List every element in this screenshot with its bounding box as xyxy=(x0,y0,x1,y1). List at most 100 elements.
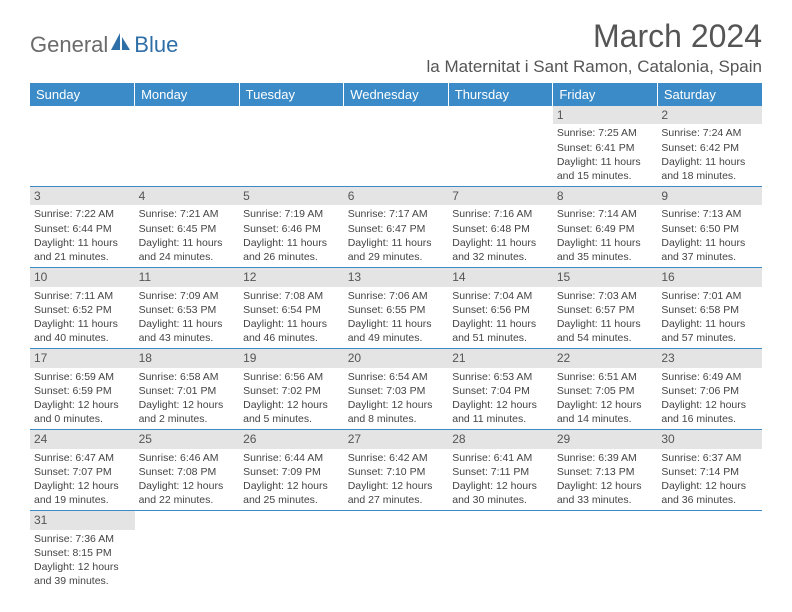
day-number: 30 xyxy=(657,430,762,448)
calendar-day-cell: 8Sunrise: 7:14 AMSunset: 6:49 PMDaylight… xyxy=(553,187,658,268)
calendar-day-cell xyxy=(135,511,240,592)
sunset-text: Sunset: 7:03 PM xyxy=(348,384,445,398)
calendar-day-cell xyxy=(344,106,449,187)
daylight-text: Daylight: 12 hours and 2 minutes. xyxy=(139,398,236,426)
day-details: Sunrise: 7:03 AMSunset: 6:57 PMDaylight:… xyxy=(553,287,658,349)
sunrise-text: Sunrise: 6:51 AM xyxy=(557,370,654,384)
sunrise-text: Sunrise: 6:59 AM xyxy=(34,370,131,384)
day-details: Sunrise: 6:53 AMSunset: 7:04 PMDaylight:… xyxy=(448,368,553,430)
sunrise-text: Sunrise: 7:19 AM xyxy=(243,207,340,221)
calendar-day-cell: 6Sunrise: 7:17 AMSunset: 6:47 PMDaylight… xyxy=(344,187,449,268)
logo-text-2: l xyxy=(103,32,108,58)
day-details: Sunrise: 6:59 AMSunset: 6:59 PMDaylight:… xyxy=(30,368,135,430)
daylight-text: Daylight: 12 hours and 0 minutes. xyxy=(34,398,131,426)
day-details: Sunrise: 7:16 AMSunset: 6:48 PMDaylight:… xyxy=(448,205,553,267)
day-number: 12 xyxy=(239,268,344,286)
sunrise-text: Sunrise: 7:13 AM xyxy=(661,207,758,221)
sunset-text: Sunset: 6:58 PM xyxy=(661,303,758,317)
day-details: Sunrise: 6:56 AMSunset: 7:02 PMDaylight:… xyxy=(239,368,344,430)
daylight-text: Daylight: 12 hours and 33 minutes. xyxy=(557,479,654,507)
calendar-day-cell: 2Sunrise: 7:24 AMSunset: 6:42 PMDaylight… xyxy=(657,106,762,187)
logo-text-1: Genera xyxy=(30,32,103,58)
day-details: Sunrise: 7:25 AMSunset: 6:41 PMDaylight:… xyxy=(553,124,658,186)
calendar-day-cell xyxy=(135,106,240,187)
day-number: 23 xyxy=(657,349,762,367)
weekday-header: Friday xyxy=(553,83,658,106)
sunset-text: Sunset: 6:55 PM xyxy=(348,303,445,317)
calendar-day-cell: 14Sunrise: 7:04 AMSunset: 6:56 PMDayligh… xyxy=(448,268,553,349)
sunrise-text: Sunrise: 7:17 AM xyxy=(348,207,445,221)
sunrise-text: Sunrise: 7:22 AM xyxy=(34,207,131,221)
weekday-header: Wednesday xyxy=(344,83,449,106)
sunset-text: Sunset: 7:14 PM xyxy=(661,465,758,479)
day-number: 5 xyxy=(239,187,344,205)
calendar-day-cell: 22Sunrise: 6:51 AMSunset: 7:05 PMDayligh… xyxy=(553,349,658,430)
logo-text-3: Blue xyxy=(134,32,178,58)
sunset-text: Sunset: 6:50 PM xyxy=(661,222,758,236)
day-number: 20 xyxy=(344,349,449,367)
weekday-header: Thursday xyxy=(448,83,553,106)
daylight-text: Daylight: 12 hours and 16 minutes. xyxy=(661,398,758,426)
daylight-text: Daylight: 11 hours and 49 minutes. xyxy=(348,317,445,345)
calendar-day-cell: 28Sunrise: 6:41 AMSunset: 7:11 PMDayligh… xyxy=(448,430,553,511)
logo: General Blue xyxy=(30,18,178,58)
day-details: Sunrise: 7:22 AMSunset: 6:44 PMDaylight:… xyxy=(30,205,135,267)
day-number: 24 xyxy=(30,430,135,448)
daylight-text: Daylight: 12 hours and 36 minutes. xyxy=(661,479,758,507)
weekday-header: Monday xyxy=(135,83,240,106)
calendar-table: SundayMondayTuesdayWednesdayThursdayFrid… xyxy=(30,83,762,591)
day-details: Sunrise: 7:24 AMSunset: 6:42 PMDaylight:… xyxy=(657,124,762,186)
sunset-text: Sunset: 6:46 PM xyxy=(243,222,340,236)
sunset-text: Sunset: 8:15 PM xyxy=(34,546,131,560)
calendar-day-cell xyxy=(239,511,344,592)
day-number: 4 xyxy=(135,187,240,205)
sunset-text: Sunset: 6:45 PM xyxy=(139,222,236,236)
day-details: Sunrise: 7:13 AMSunset: 6:50 PMDaylight:… xyxy=(657,205,762,267)
daylight-text: Daylight: 11 hours and 51 minutes. xyxy=(452,317,549,345)
day-details: Sunrise: 7:08 AMSunset: 6:54 PMDaylight:… xyxy=(239,287,344,349)
day-details: Sunrise: 6:54 AMSunset: 7:03 PMDaylight:… xyxy=(344,368,449,430)
day-number: 10 xyxy=(30,268,135,286)
sunrise-text: Sunrise: 7:16 AM xyxy=(452,207,549,221)
sunset-text: Sunset: 7:05 PM xyxy=(557,384,654,398)
daylight-text: Daylight: 11 hours and 40 minutes. xyxy=(34,317,131,345)
sunset-text: Sunset: 6:47 PM xyxy=(348,222,445,236)
day-details: Sunrise: 6:46 AMSunset: 7:08 PMDaylight:… xyxy=(135,449,240,511)
sunset-text: Sunset: 6:42 PM xyxy=(661,141,758,155)
day-details: Sunrise: 7:11 AMSunset: 6:52 PMDaylight:… xyxy=(30,287,135,349)
day-number: 2 xyxy=(657,106,762,124)
daylight-text: Daylight: 11 hours and 21 minutes. xyxy=(34,236,131,264)
day-number: 13 xyxy=(344,268,449,286)
day-details: Sunrise: 6:39 AMSunset: 7:13 PMDaylight:… xyxy=(553,449,658,511)
daylight-text: Daylight: 11 hours and 57 minutes. xyxy=(661,317,758,345)
day-number: 1 xyxy=(553,106,658,124)
location: la Maternitat i Sant Ramon, Catalonia, S… xyxy=(427,57,762,77)
calendar-day-cell: 3Sunrise: 7:22 AMSunset: 6:44 PMDaylight… xyxy=(30,187,135,268)
sunset-text: Sunset: 6:56 PM xyxy=(452,303,549,317)
calendar-day-cell xyxy=(553,511,658,592)
day-details: Sunrise: 7:09 AMSunset: 6:53 PMDaylight:… xyxy=(135,287,240,349)
day-number: 17 xyxy=(30,349,135,367)
sunset-text: Sunset: 6:44 PM xyxy=(34,222,131,236)
day-number: 16 xyxy=(657,268,762,286)
day-number: 21 xyxy=(448,349,553,367)
calendar-day-cell xyxy=(657,511,762,592)
daylight-text: Daylight: 12 hours and 22 minutes. xyxy=(139,479,236,507)
calendar-day-cell: 24Sunrise: 6:47 AMSunset: 7:07 PMDayligh… xyxy=(30,430,135,511)
calendar-day-cell xyxy=(448,511,553,592)
day-number: 31 xyxy=(30,511,135,529)
daylight-text: Daylight: 12 hours and 11 minutes. xyxy=(452,398,549,426)
daylight-text: Daylight: 11 hours and 43 minutes. xyxy=(139,317,236,345)
day-details: Sunrise: 6:44 AMSunset: 7:09 PMDaylight:… xyxy=(239,449,344,511)
day-details: Sunrise: 7:04 AMSunset: 6:56 PMDaylight:… xyxy=(448,287,553,349)
day-number: 22 xyxy=(553,349,658,367)
sunrise-text: Sunrise: 6:47 AM xyxy=(34,451,131,465)
calendar-day-cell: 9Sunrise: 7:13 AMSunset: 6:50 PMDaylight… xyxy=(657,187,762,268)
calendar-day-cell: 16Sunrise: 7:01 AMSunset: 6:58 PMDayligh… xyxy=(657,268,762,349)
calendar-day-cell: 11Sunrise: 7:09 AMSunset: 6:53 PMDayligh… xyxy=(135,268,240,349)
sunset-text: Sunset: 7:02 PM xyxy=(243,384,340,398)
day-number: 11 xyxy=(135,268,240,286)
sunset-text: Sunset: 7:01 PM xyxy=(139,384,236,398)
month-title: March 2024 xyxy=(427,18,762,55)
day-number: 15 xyxy=(553,268,658,286)
